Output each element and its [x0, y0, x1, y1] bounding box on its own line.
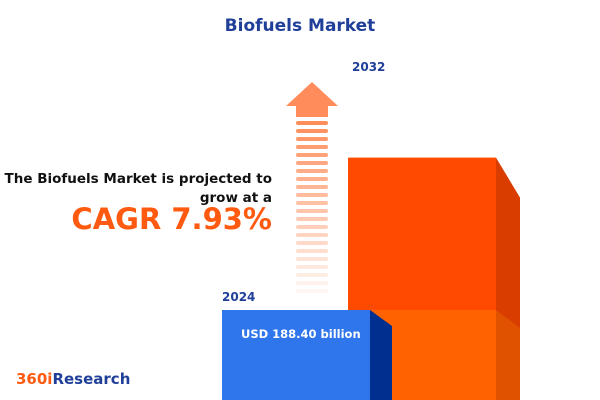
- bar-2024-side: [370, 310, 392, 400]
- arrow-stripe: [296, 233, 328, 237]
- year-label-2032: 2032: [352, 60, 386, 74]
- growth-arrow-icon: [286, 82, 338, 293]
- bar-overlap-side: [496, 310, 520, 400]
- value-label-2024: USD 188.40 billion: [241, 327, 361, 341]
- arrow-stripe: [296, 185, 328, 189]
- arrow-stripe: [296, 161, 328, 165]
- arrow-stripe: [296, 217, 328, 221]
- bar-2024: [222, 310, 370, 400]
- logo-suffix: Research: [52, 370, 131, 388]
- arrow-stripe: [296, 129, 328, 133]
- arrow-stripe: [296, 273, 328, 277]
- arrow-stripe: [296, 265, 328, 269]
- arrow-head: [286, 82, 338, 117]
- arrow-stripe: [296, 145, 328, 149]
- cagr-value: CAGR 7.93%: [71, 202, 272, 236]
- arrow-stripe: [296, 177, 328, 181]
- arrow-stripe: [296, 201, 328, 205]
- arrow-stripe: [296, 121, 328, 125]
- arrow-stripe: [296, 225, 328, 229]
- arrow-stripe: [296, 153, 328, 157]
- arrow-stripe: [296, 137, 328, 141]
- arrow-stripe: [296, 249, 328, 253]
- logo-prefix: 360i: [16, 370, 53, 388]
- arrow-stripe: [296, 281, 328, 285]
- chart-title: Biofuels Market: [224, 16, 376, 36]
- arrow-stripe: [296, 169, 328, 173]
- arrow-stripe: [296, 289, 328, 293]
- cagr-description: The Biofuels Market is projected to grow…: [4, 171, 272, 206]
- logo: 360iResearch: [16, 370, 130, 388]
- arrow-stripe: [296, 193, 328, 197]
- arrow-stripe: [296, 209, 328, 213]
- arrow-stripe: [296, 257, 328, 261]
- year-label-2024: 2024: [222, 290, 256, 304]
- arrow-stripe: [296, 241, 328, 245]
- value-label-2032: USD 346.93 billion: [369, 98, 489, 112]
